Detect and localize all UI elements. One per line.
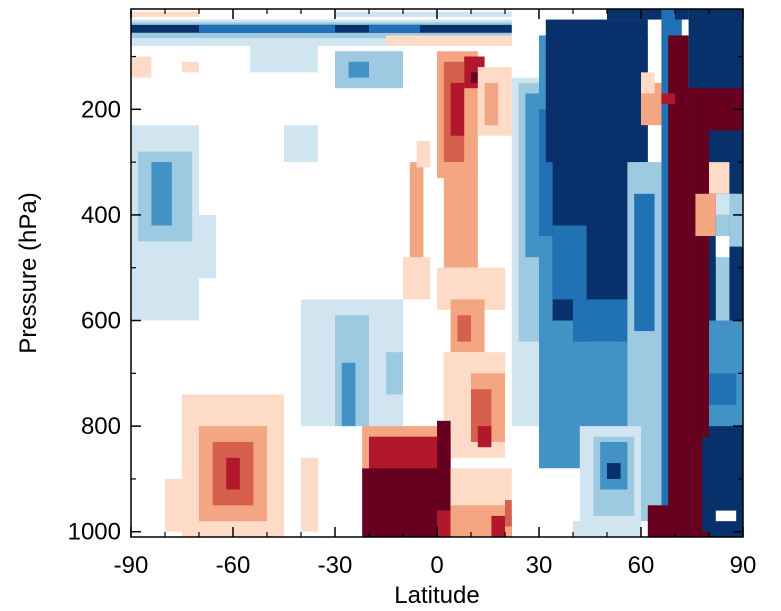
y-tick-label: 600 <box>81 308 121 335</box>
heatmap-cell <box>437 420 451 511</box>
heatmap-cell <box>634 193 655 332</box>
heatmap-cell <box>362 468 437 537</box>
heatmap-cell <box>532 468 580 537</box>
heatmap-cell <box>284 125 318 163</box>
y-axis-ticks: 200 400 600 800 1000 <box>68 55 743 546</box>
heatmap-cell <box>491 515 505 537</box>
heatmap-cell <box>182 61 199 73</box>
heatmap-cell <box>341 362 356 427</box>
heatmap-cell <box>477 426 492 448</box>
x-tick-label: -90 <box>114 552 149 579</box>
heatmap-cell <box>715 510 737 522</box>
y-axis-label: Pressure (hPa) <box>15 192 42 353</box>
heatmap-cell <box>552 225 587 300</box>
heatmap-cell <box>675 9 689 20</box>
x-tick-label: -60 <box>216 552 251 579</box>
y-tick-label: 800 <box>81 413 121 440</box>
heatmap-cell <box>301 457 318 532</box>
x-tick-label: 60 <box>628 552 655 579</box>
heatmap-cell <box>709 373 737 405</box>
x-tick-label: -30 <box>318 552 353 579</box>
x-axis-label: Latitude <box>394 582 479 609</box>
heatmap-cell <box>471 72 478 83</box>
heatmap-cell <box>403 257 431 300</box>
heatmap-cell <box>661 93 675 105</box>
heatmap-cell <box>131 11 199 17</box>
heatmap-cell <box>573 299 628 342</box>
x-tick-label: 0 <box>430 552 443 579</box>
y-tick-label: 1000 <box>68 519 121 546</box>
heatmap-cell <box>586 341 621 405</box>
heatmap-cell <box>715 214 730 321</box>
heatmap-cell <box>484 82 499 126</box>
heatmap-cell <box>573 521 587 537</box>
heatmap-cell <box>715 236 730 258</box>
heatmap-cell <box>416 141 431 168</box>
heatmap-cell <box>250 40 318 73</box>
heatmap-cell <box>668 35 689 537</box>
y-tick-label: 400 <box>81 202 121 229</box>
heatmap-cell <box>409 162 424 268</box>
heatmap-cell <box>348 61 369 78</box>
heatmap-cells <box>131 9 743 537</box>
heatmap-cell <box>386 35 539 46</box>
heatmap-cell <box>199 24 335 33</box>
heatmap-cell <box>729 193 743 247</box>
heatmap-cell <box>151 162 172 226</box>
heatmap-cell <box>709 162 730 194</box>
heatmap-cell <box>369 24 420 33</box>
x-tick-label: 30 <box>526 552 553 579</box>
x-tick-label: 90 <box>730 552 757 579</box>
heatmap-cell <box>695 193 716 237</box>
y-tick-label: 200 <box>81 96 121 123</box>
heatmap-cell <box>226 457 240 490</box>
heatmap-cell <box>443 162 478 268</box>
heatmap-cell <box>450 82 465 136</box>
heatmap-cell <box>457 315 471 342</box>
heatmap-cell <box>647 505 675 537</box>
heatmap-cell <box>386 352 403 395</box>
heatmap-cell <box>641 72 655 94</box>
heatmap-cell <box>525 93 539 258</box>
heatmap-cell <box>131 56 152 78</box>
heatmap-cell <box>165 478 182 532</box>
heatmap-cell <box>607 463 621 479</box>
heatmap-cell <box>702 436 716 532</box>
heatmap-cell <box>199 214 216 279</box>
